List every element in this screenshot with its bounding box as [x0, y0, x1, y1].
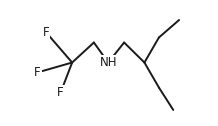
Text: F: F	[34, 66, 41, 79]
Text: F: F	[43, 26, 49, 39]
Text: F: F	[57, 86, 64, 99]
Text: NH: NH	[99, 56, 117, 69]
